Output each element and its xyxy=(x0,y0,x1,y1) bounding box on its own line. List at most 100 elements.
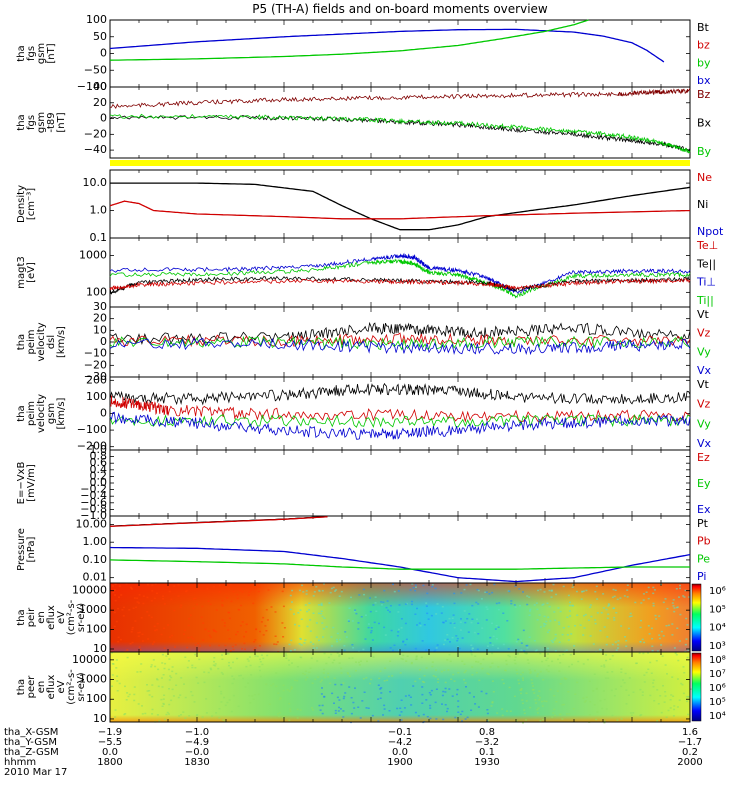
speckle xyxy=(364,614,367,616)
speckle xyxy=(523,712,526,715)
speckle xyxy=(414,613,417,615)
speckle xyxy=(296,666,299,668)
speckle xyxy=(640,714,643,716)
legend-entry: Te|| xyxy=(696,257,716,270)
speckle xyxy=(547,670,550,673)
speckle xyxy=(523,650,526,652)
speckle xyxy=(202,639,205,641)
speckle xyxy=(551,641,554,643)
legend-entry: Vz xyxy=(697,327,711,340)
y-tick-label: −1.0 xyxy=(80,509,107,522)
speckle xyxy=(616,719,619,721)
speckle xyxy=(461,637,464,639)
speckle xyxy=(671,602,674,604)
speckle xyxy=(266,619,269,621)
speckle xyxy=(514,585,517,587)
speckle xyxy=(320,602,323,605)
speckle xyxy=(589,635,592,637)
speckle xyxy=(129,586,132,589)
speckle xyxy=(221,605,224,607)
speckle xyxy=(583,627,586,629)
speckle xyxy=(553,695,556,697)
series-Vt-line xyxy=(109,321,691,345)
speckle xyxy=(291,662,293,664)
speckle xyxy=(352,701,355,704)
speckle xyxy=(298,589,301,592)
speckle xyxy=(423,675,426,677)
speckle xyxy=(171,670,174,673)
speckle xyxy=(567,639,570,641)
speckle xyxy=(339,708,342,710)
speckle xyxy=(588,714,591,716)
speckle xyxy=(626,589,629,591)
speckle xyxy=(232,590,235,593)
series-Ni-line xyxy=(110,182,691,231)
speckle xyxy=(538,690,541,692)
y-axis-label: tha xyxy=(16,334,27,350)
speckle xyxy=(386,600,389,602)
speckle xyxy=(565,649,568,651)
speckle xyxy=(561,633,564,636)
speckle xyxy=(146,583,149,586)
speckle xyxy=(652,602,655,605)
speckle xyxy=(127,695,130,698)
speckle xyxy=(514,606,517,608)
speckle xyxy=(141,713,144,715)
speckle xyxy=(464,670,467,672)
speckle xyxy=(179,694,182,696)
speckle xyxy=(314,678,317,681)
y-tick-label: 10 xyxy=(93,642,107,655)
speckle xyxy=(531,682,534,684)
x-axis-value: 0.2 xyxy=(682,747,698,758)
speckle xyxy=(378,677,381,680)
speckle xyxy=(323,617,326,619)
x-axis-value: −4.9 xyxy=(185,737,209,748)
speckle xyxy=(254,587,257,590)
speckle xyxy=(157,668,160,671)
speckle xyxy=(194,667,197,669)
speckle xyxy=(250,674,253,676)
speckle xyxy=(628,615,631,618)
speckle xyxy=(569,601,571,604)
speckle xyxy=(617,647,619,649)
speckle xyxy=(153,625,156,628)
speckle xyxy=(640,602,643,604)
speckle xyxy=(421,640,424,642)
x-axis-value: 1900 xyxy=(387,757,412,768)
speckle xyxy=(684,589,687,592)
speckle xyxy=(367,626,370,629)
spectrogram-shading xyxy=(110,652,690,722)
speckle xyxy=(453,626,456,629)
y-axis-label: sr-eV) xyxy=(76,603,87,632)
colorbar-label: 10⁸ xyxy=(709,655,726,666)
speckle xyxy=(254,639,257,641)
speckle xyxy=(240,604,243,607)
speckle xyxy=(466,618,469,620)
speckle xyxy=(343,645,346,647)
speckle xyxy=(346,672,349,674)
speckle xyxy=(667,624,670,627)
speckle xyxy=(446,710,448,713)
speckle xyxy=(113,625,116,628)
speckle xyxy=(184,696,187,699)
speckle xyxy=(262,616,265,619)
speckle xyxy=(579,624,582,626)
legend-entry: Ti|| xyxy=(696,294,714,307)
speckle xyxy=(552,583,555,586)
speckle xyxy=(370,678,373,681)
speckle xyxy=(401,658,404,660)
speckle xyxy=(393,590,396,593)
speckle xyxy=(536,708,539,711)
speckle xyxy=(677,659,680,662)
speckle xyxy=(317,612,320,615)
x-axis-value: 1.6 xyxy=(682,727,698,738)
speckle xyxy=(548,589,551,592)
speckle xyxy=(562,627,565,629)
speckle xyxy=(592,643,595,645)
y-axis-label: gsm xyxy=(36,43,47,64)
speckle xyxy=(144,712,147,715)
speckle xyxy=(672,715,675,717)
speckle xyxy=(410,704,413,706)
